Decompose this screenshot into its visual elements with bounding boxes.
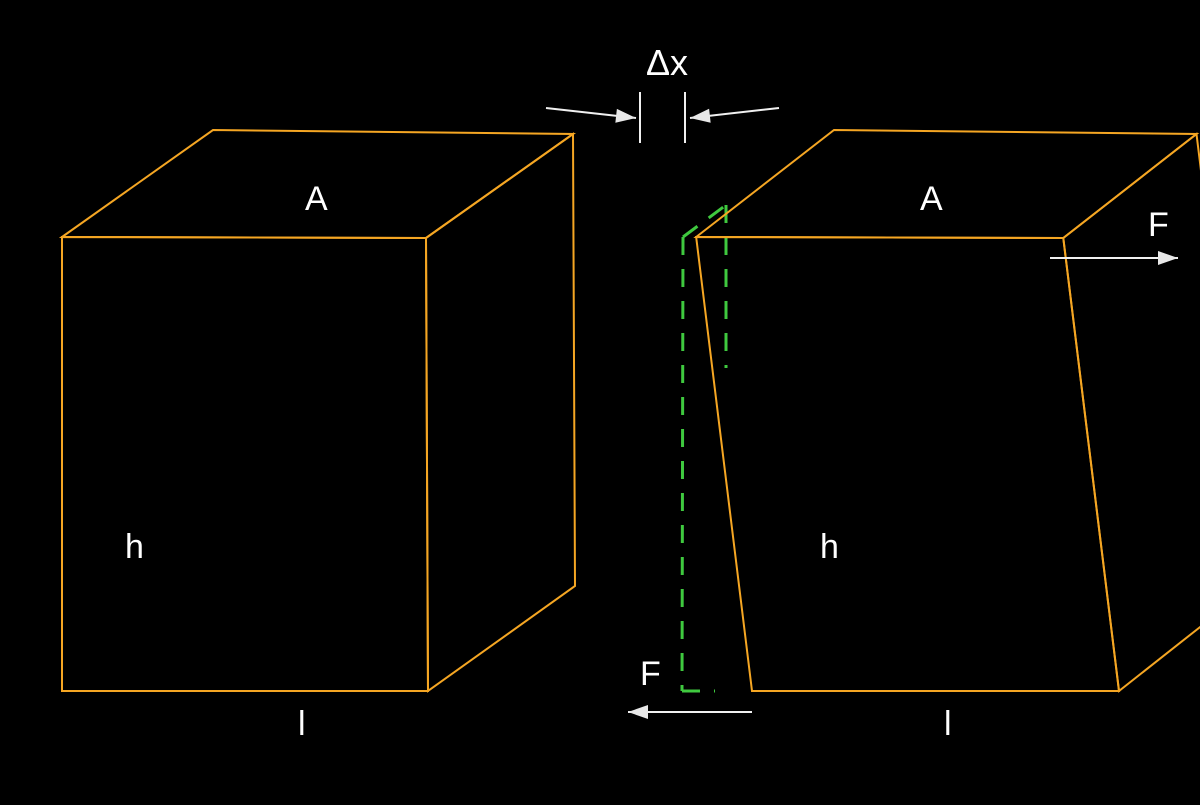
label-A-left: A: [305, 180, 328, 218]
label-F-bottom: F: [640, 655, 661, 693]
label-h-right: h: [820, 528, 839, 566]
label-l-left: l: [298, 705, 306, 743]
label-h-left: h: [125, 528, 144, 566]
label-A-right: A: [920, 180, 943, 218]
label-F-top: F: [1148, 206, 1169, 244]
label-delta-x: Δx: [646, 42, 688, 83]
label-l-right: l: [944, 705, 952, 743]
